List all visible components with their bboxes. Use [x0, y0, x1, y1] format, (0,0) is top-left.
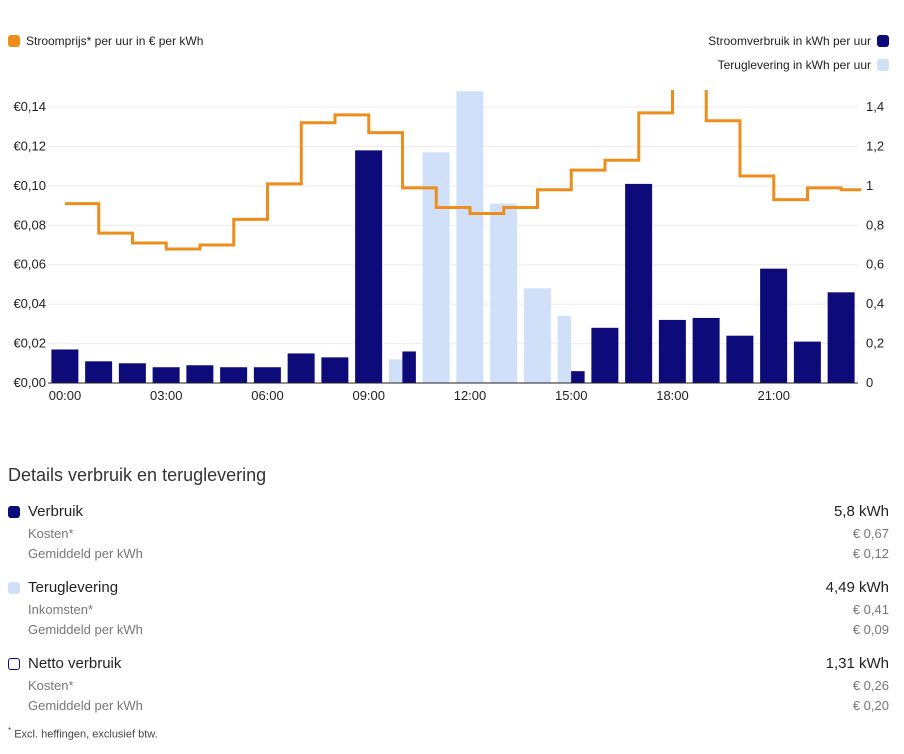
- net-avg-value: € 0,20: [852, 698, 889, 713]
- return-avg-value: € 0,09: [852, 622, 889, 637]
- energy-chart: €0,00 0 €0,02 0,2 €0,04 0,4 €0,06 0,6 €0,08 0,8 €0…: [13, 90, 884, 403]
- legend-usage: Stroomverbruik in kWh per uur: [708, 34, 889, 48]
- usage-bar: [287, 353, 315, 383]
- usage-bar: [321, 357, 349, 383]
- y-right-tick-label: 1,2: [866, 138, 884, 153]
- legend-return-swatch: [877, 59, 889, 71]
- x-tick-label: 03:00: [150, 388, 183, 403]
- y-left-tick-label: €0,00: [13, 375, 46, 390]
- usage-avg-label: Gemiddeld per kWh: [28, 546, 143, 561]
- legend-usage-label: Stroomverbruik in kWh per uur: [708, 34, 871, 48]
- y-right-tick-label: 0,2: [866, 336, 884, 351]
- return-avg-row: Gemiddeld per kWh € 0,09: [28, 622, 889, 637]
- usage-bar: [253, 367, 281, 383]
- x-tick-label: 12:00: [454, 388, 487, 403]
- return-bar: [523, 288, 551, 383]
- usage-bar: [186, 365, 214, 383]
- net-cost-row: Kosten* € 0,26: [28, 678, 889, 693]
- y-left-tick-label: €0,04: [13, 296, 46, 311]
- y-left-tick-label: €0,10: [13, 178, 46, 193]
- y-left-tick-label: €0,02: [13, 336, 46, 351]
- return-avg-label: Gemiddeld per kWh: [28, 622, 143, 637]
- return-income-row: Inkomsten* € 0,41: [28, 602, 889, 617]
- footnote: * Excl. heffingen, exclusief btw.: [8, 726, 158, 741]
- usage-bar: [85, 361, 113, 383]
- return-row: Teruglevering 4,49 kWh: [8, 579, 889, 596]
- net-value: 1,31 kWh: [825, 655, 889, 672]
- footnote-mark: *: [8, 726, 12, 735]
- net-avg-row: Gemiddeld per kWh € 0,20: [28, 698, 889, 713]
- return-label: Teruglevering: [28, 579, 119, 596]
- y-left-tick-label: €0,12: [13, 138, 46, 153]
- usage-bar: [760, 268, 788, 383]
- usage-bar: [625, 183, 653, 383]
- legend-price: Stroomprijs* per uur in € per kWh: [8, 34, 203, 48]
- return-value: 4,49 kWh: [825, 579, 889, 596]
- x-tick-label: 00:00: [49, 388, 82, 403]
- y-left-tick-label: €0,08: [13, 217, 46, 232]
- usage-label: Verbruik: [28, 503, 84, 520]
- y-left-tick-label: €0,14: [13, 99, 46, 114]
- usage-bar: [51, 349, 79, 383]
- legend-return-label: Teruglevering in kWh per uur: [717, 58, 871, 72]
- usage-bar: [793, 341, 821, 383]
- y-right-tick-label: 0,6: [866, 257, 884, 272]
- return-swatch: [8, 581, 20, 594]
- usage-swatch: [8, 505, 20, 518]
- usage-cost-value: € 0,67: [852, 526, 889, 541]
- y-right-tick-label: 0,8: [866, 217, 884, 232]
- price-line: [65, 90, 862, 251]
- x-tick-label: 18:00: [656, 388, 689, 403]
- usage-bar: [692, 317, 720, 383]
- footnote-text: Excl. heffingen, exclusief btw.: [14, 728, 158, 741]
- y-right-tick-label: 1: [866, 178, 873, 193]
- x-tick-label: 15:00: [555, 388, 588, 403]
- usage-bar: [827, 292, 855, 383]
- x-tick-label: 21:00: [757, 388, 790, 403]
- y-right-tick-label: 0,4: [866, 296, 884, 311]
- details-title: Details verbruik en teruglevering: [8, 465, 267, 485]
- return-income-label: Inkomsten*: [28, 602, 94, 617]
- net-label: Netto verbruik: [28, 655, 122, 672]
- net-cost-value: € 0,26: [852, 678, 889, 693]
- return-bar: [456, 91, 484, 383]
- net-cost-label: Kosten*: [28, 678, 74, 693]
- return-bar: [557, 315, 572, 383]
- usage-bar: [658, 319, 686, 383]
- net-avg-label: Gemiddeld per kWh: [28, 698, 143, 713]
- return-bar: [490, 203, 518, 383]
- legend-return: Teruglevering in kWh per uur: [718, 58, 889, 72]
- usage-value: 5,8 kWh: [833, 503, 889, 520]
- usage-bar: [571, 371, 585, 383]
- usage-bar: [220, 367, 248, 383]
- usage-bar: [355, 150, 383, 383]
- legend-usage-swatch: [877, 35, 889, 47]
- x-tick-label: 06:00: [251, 388, 284, 403]
- y-left-tick-label: €0,06: [13, 257, 46, 272]
- net-row: Netto verbruik 1,31 kWh: [8, 655, 889, 672]
- usage-bar: [591, 327, 619, 383]
- x-tick-label: 09:00: [352, 388, 385, 403]
- usage-bar: [402, 351, 416, 383]
- usage-cost-row: Kosten* € 0,67: [28, 526, 889, 541]
- usage-bar: [726, 335, 754, 383]
- y-right-tick-label: 1,4: [866, 99, 884, 114]
- net-swatch: [8, 657, 20, 670]
- usage-bar: [118, 363, 146, 383]
- usage-bar: [152, 367, 180, 383]
- legend-price-swatch: [8, 35, 20, 47]
- usage-cost-label: Kosten*: [28, 526, 74, 541]
- usage-avg-row: Gemiddeld per kWh € 0,12: [28, 546, 889, 561]
- usage-row: Verbruik 5,8 kWh: [8, 503, 889, 520]
- usage-avg-value: € 0,12: [852, 546, 889, 561]
- legend-price-label: Stroomprijs* per uur in € per kWh: [26, 34, 204, 48]
- y-right-tick-label: 0: [866, 375, 873, 390]
- return-bar: [388, 359, 403, 383]
- return-income-value: € 0,41: [852, 602, 889, 617]
